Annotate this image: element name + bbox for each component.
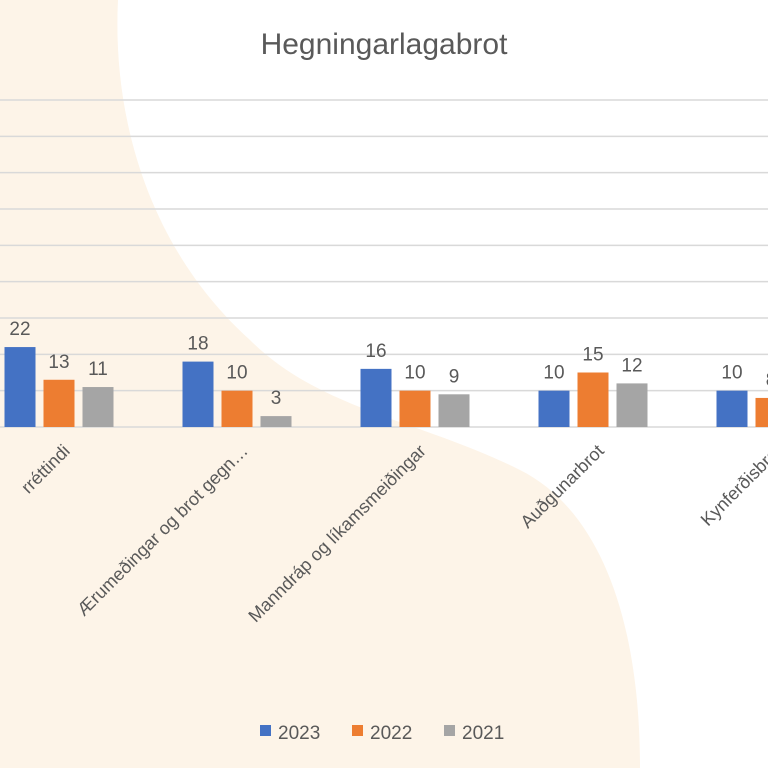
- bar-2021: [616, 383, 648, 427]
- data-label: 10: [226, 363, 247, 384]
- bar-2021: [82, 387, 114, 427]
- bar-2023: [4, 347, 36, 427]
- legend-label: 2023: [278, 723, 320, 744]
- data-label: 10: [404, 363, 425, 384]
- legend-label: 2021: [462, 723, 504, 744]
- bar-2022: [43, 379, 75, 427]
- bar-2021: [438, 394, 470, 427]
- data-label: 8: [766, 370, 768, 391]
- bar-2021: [260, 416, 292, 427]
- legend-swatch-2023: [260, 725, 271, 736]
- legend-swatch-2021: [444, 725, 455, 736]
- chart-title: Hegningarlagabrot: [261, 28, 509, 61]
- data-label: 13: [48, 352, 69, 373]
- bar-2022: [577, 372, 609, 427]
- data-label: 22: [9, 319, 30, 340]
- legend-label: 2022: [370, 723, 412, 744]
- data-label: 10: [721, 363, 742, 384]
- bar-2022: [399, 390, 431, 427]
- bar-2023: [360, 368, 392, 427]
- bar-2022: [755, 397, 768, 427]
- background-shape: [0, 0, 640, 768]
- data-label: 18: [187, 334, 208, 355]
- bar-2023: [716, 390, 748, 427]
- bar-2023: [182, 361, 214, 427]
- bar-2023: [538, 390, 570, 427]
- legend: 2023 2022 2021: [260, 723, 504, 744]
- data-label: 11: [88, 359, 108, 380]
- data-label: 10: [543, 363, 564, 384]
- category-label: Kynferðisbrot: [697, 441, 768, 530]
- bar-2022: [221, 390, 253, 427]
- data-label: 16: [365, 341, 386, 362]
- data-label: 15: [582, 345, 603, 366]
- data-label: 12: [621, 355, 642, 376]
- data-label: 9: [449, 366, 460, 387]
- legend-swatch-2022: [352, 725, 363, 736]
- data-label: 3: [271, 388, 282, 409]
